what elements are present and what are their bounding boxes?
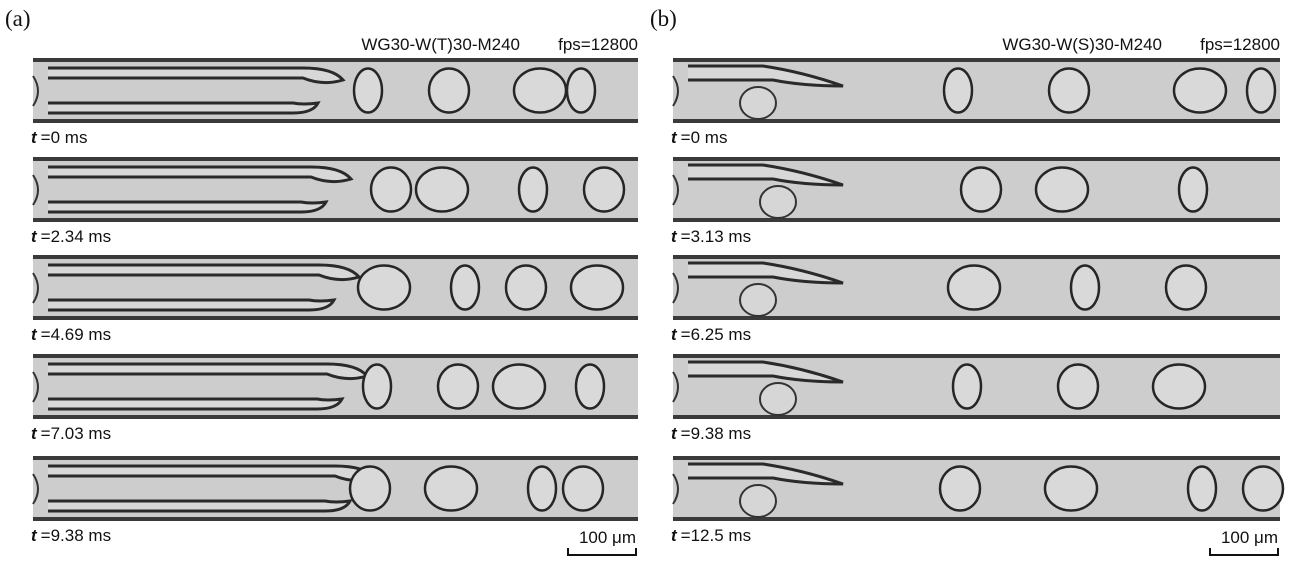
- condition-label: WG30-W(T)30-M240: [361, 35, 520, 54]
- micrograph: [33, 157, 638, 222]
- time-variable: t: [31, 424, 38, 443]
- micrograph: [33, 354, 638, 419]
- time-label: t=9.38 ms: [31, 526, 111, 545]
- scale-bar: [568, 548, 636, 555]
- time-label: t=3.13 ms: [671, 227, 751, 246]
- fps-label: fps=12800: [558, 35, 638, 54]
- scale-bar-label: 100 μm: [579, 528, 636, 547]
- micrograph: [673, 255, 1280, 320]
- time-variable: t: [31, 526, 38, 545]
- micrograph: [33, 456, 638, 521]
- figure: (a)WG30-W(T)30-M240fps=12800t=0 mst=2.34…: [0, 0, 1295, 566]
- time-value: =4.69 ms: [41, 325, 111, 344]
- time-label: t=2.34 ms: [31, 227, 111, 246]
- time-value: =2.34 ms: [41, 227, 111, 246]
- micrograph: [33, 58, 638, 123]
- time-variable: t: [671, 424, 678, 443]
- time-variable: t: [671, 128, 678, 147]
- scale-bar-label: 100 μm: [1221, 528, 1278, 547]
- time-variable: t: [31, 128, 38, 147]
- time-value: =0 ms: [681, 128, 728, 147]
- time-variable: t: [671, 227, 678, 246]
- micrograph: [673, 58, 1280, 123]
- time-variable: t: [671, 325, 678, 344]
- time-value: =12.5 ms: [681, 526, 751, 545]
- time-label: t=6.25 ms: [671, 325, 751, 344]
- micrograph: [673, 456, 1283, 521]
- time-label: t=0 ms: [671, 128, 727, 147]
- fps-label: fps=12800: [1200, 35, 1280, 54]
- time-value: =7.03 ms: [41, 424, 111, 443]
- time-value: =3.13 ms: [681, 227, 751, 246]
- time-label: t=4.69 ms: [31, 325, 111, 344]
- scale-bar: [1210, 548, 1278, 555]
- time-label: t=9.38 ms: [671, 424, 751, 443]
- condition-label: WG30-W(S)30-M240: [1002, 35, 1162, 54]
- time-label: t=7.03 ms: [31, 424, 111, 443]
- time-value: =6.25 ms: [681, 325, 751, 344]
- time-label: t=0 ms: [31, 128, 87, 147]
- time-label: t=12.5 ms: [671, 526, 751, 545]
- time-variable: t: [671, 526, 678, 545]
- micrograph: [673, 354, 1280, 419]
- panel-label: (b): [650, 6, 677, 31]
- time-variable: t: [31, 227, 38, 246]
- panel-label: (a): [5, 6, 31, 31]
- time-value: =9.38 ms: [681, 424, 751, 443]
- time-variable: t: [31, 325, 38, 344]
- time-value: =9.38 ms: [41, 526, 111, 545]
- micrograph: [673, 157, 1280, 222]
- micrograph: [33, 255, 638, 320]
- time-value: =0 ms: [41, 128, 88, 147]
